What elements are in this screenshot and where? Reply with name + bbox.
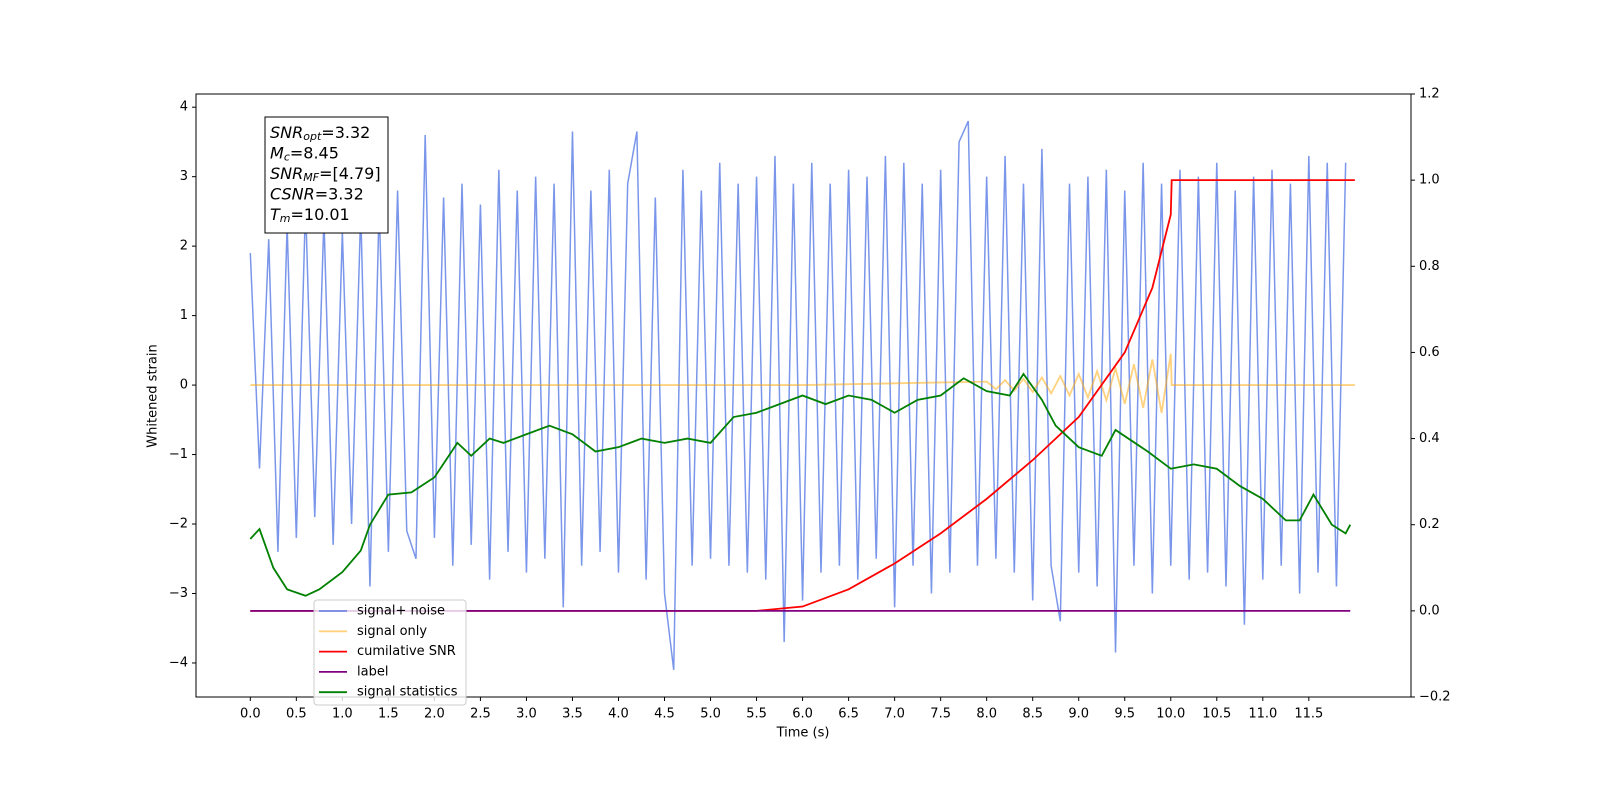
x-tick-label: 9.0: [1068, 707, 1089, 722]
x-tick-label: 8.0: [976, 707, 997, 722]
y-tick-label: −2: [169, 517, 188, 532]
annotation-value: =8.45: [290, 143, 339, 162]
x-tick-label: 10.0: [1156, 707, 1185, 722]
annotation-line: CSNR=3.32: [270, 184, 364, 203]
series-line: [250, 179, 1355, 612]
y-axis-label: Whitened strain: [146, 344, 161, 447]
y2-tick-label: 1.0: [1419, 173, 1440, 188]
y-tick-label: 0: [180, 378, 188, 393]
annotation-value: =3.32: [315, 184, 364, 203]
annotation: SNRopt=3.32Mc=8.45SNRMF=[4.79]CSNR=3.32T…: [264, 116, 389, 234]
annotation-value: =3.32: [321, 123, 370, 142]
annotation-value: =10.01: [291, 205, 350, 224]
legend-box: [313, 599, 467, 706]
y2-tick-label: −0.2: [1419, 690, 1451, 705]
x-tick-label: 4.0: [608, 707, 629, 722]
annotation-symbol: T: [270, 205, 281, 224]
x-tick-label: 11.5: [1294, 707, 1323, 722]
annotation-subscript: MF: [303, 171, 319, 184]
x-tick-label: 8.5: [1022, 707, 1043, 722]
x-tick-label: 6.5: [838, 707, 859, 722]
legend-label: signal statistics: [357, 685, 458, 700]
annotation-value: =[4.79]: [319, 164, 381, 183]
x-tick-label: 7.0: [884, 707, 905, 722]
annotation-line: Tm=10.01: [270, 205, 350, 226]
legend-label: label: [357, 664, 388, 679]
y2-tick-label: 0.0: [1419, 603, 1440, 618]
annotation-subscript: m: [280, 212, 291, 225]
legend-label: cumilative SNR: [357, 644, 456, 659]
x-tick-label: 3.0: [516, 707, 537, 722]
annotation-line: Mc=8.45: [270, 143, 339, 164]
annotation-line: SNRopt=3.32: [270, 123, 370, 144]
x-tick-label: 0.0: [240, 707, 261, 722]
x-tick-label: 6.0: [792, 707, 813, 722]
x-tick-label: 9.5: [1114, 707, 1135, 722]
y-tick-label: −3: [169, 586, 188, 601]
x-tick-label: 1.5: [378, 707, 399, 722]
y-tick-label: 4: [180, 100, 188, 115]
legend-label: signal only: [357, 624, 427, 639]
plot-frame: [195, 93, 1412, 698]
annotation-symbol: SNR: [270, 164, 303, 183]
legend: signal+ noise signal only cumilative SNR la…: [313, 599, 467, 706]
x-tick-label: 4.5: [654, 707, 675, 722]
y2-tick-label: 1.2: [1419, 87, 1440, 102]
x-tick-label: 2.0: [424, 707, 445, 722]
y-tick-label: 1: [180, 308, 188, 323]
x-tick-label: 7.5: [930, 707, 951, 722]
x-axis-label: Time (s): [776, 726, 830, 741]
annotation-symbol: CSNR: [270, 184, 315, 203]
legend-label: signal+ noise: [357, 604, 445, 619]
x-tick-label: 11.0: [1248, 707, 1277, 722]
y-tick-label: 3: [180, 169, 188, 184]
annotation-symbol: M: [270, 143, 284, 162]
x-tick-label: 1.0: [332, 707, 353, 722]
y-tick-label: 2: [180, 239, 188, 254]
x-tick-label: 5.0: [700, 707, 721, 722]
y2-tick-label: 0.6: [1419, 345, 1440, 360]
x-tick-label: 3.5: [562, 707, 583, 722]
annotation-subscript: c: [284, 151, 290, 164]
y2-tick-label: 0.4: [1419, 431, 1440, 446]
annotation-subscript: opt: [303, 130, 322, 143]
series-line: [249, 120, 1347, 670]
x-tick-label: 10.5: [1202, 707, 1231, 722]
annotation-line: SNRMF=[4.79]: [270, 164, 381, 185]
y2-tick-label: 0.8: [1419, 259, 1440, 274]
x-tick-label: 2.5: [470, 707, 491, 722]
annotation-box: [264, 116, 389, 234]
x-tick-label: 5.5: [746, 707, 767, 722]
y-tick-label: −4: [169, 655, 188, 670]
annotation-symbol: SNR: [270, 123, 303, 142]
y2-tick-label: 0.2: [1419, 517, 1440, 532]
y-tick-label: −1: [169, 447, 188, 462]
x-tick-label: 0.5: [286, 707, 307, 722]
series-line: [250, 353, 1355, 414]
series-line: [249, 372, 1352, 597]
